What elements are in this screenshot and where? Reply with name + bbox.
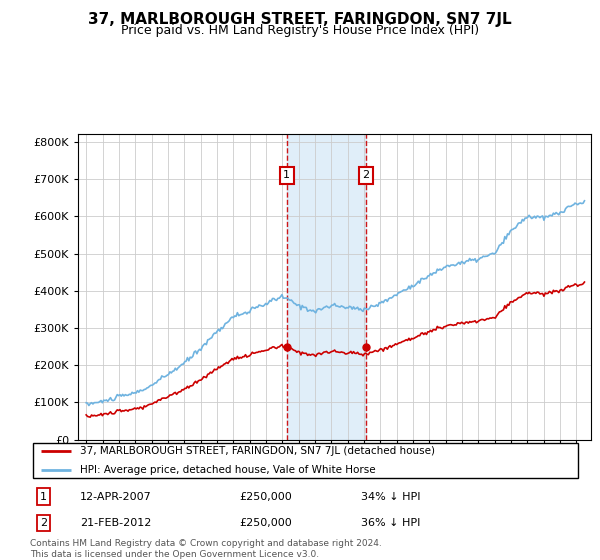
Text: 34% ↓ HPI: 34% ↓ HPI	[361, 492, 421, 502]
Text: HPI: Average price, detached house, Vale of White Horse: HPI: Average price, detached house, Vale…	[80, 465, 376, 475]
FancyBboxPatch shape	[33, 444, 578, 478]
Text: Price paid vs. HM Land Registry's House Price Index (HPI): Price paid vs. HM Land Registry's House …	[121, 24, 479, 37]
Text: 36% ↓ HPI: 36% ↓ HPI	[361, 518, 421, 528]
Text: £250,000: £250,000	[240, 492, 293, 502]
Text: 1: 1	[283, 170, 290, 180]
Text: 12-APR-2007: 12-APR-2007	[80, 492, 151, 502]
Text: Contains HM Land Registry data © Crown copyright and database right 2024.
This d: Contains HM Land Registry data © Crown c…	[30, 539, 382, 559]
Text: 21-FEB-2012: 21-FEB-2012	[80, 518, 151, 528]
Text: 2: 2	[40, 518, 47, 528]
Text: 2: 2	[362, 170, 370, 180]
Text: 37, MARLBOROUGH STREET, FARINGDON, SN7 7JL: 37, MARLBOROUGH STREET, FARINGDON, SN7 7…	[88, 12, 512, 27]
Text: 1: 1	[40, 492, 47, 502]
Bar	[287, 134, 366, 440]
Text: 37, MARLBOROUGH STREET, FARINGDON, SN7 7JL (detached house): 37, MARLBOROUGH STREET, FARINGDON, SN7 7…	[80, 446, 434, 456]
Text: £250,000: £250,000	[240, 518, 293, 528]
